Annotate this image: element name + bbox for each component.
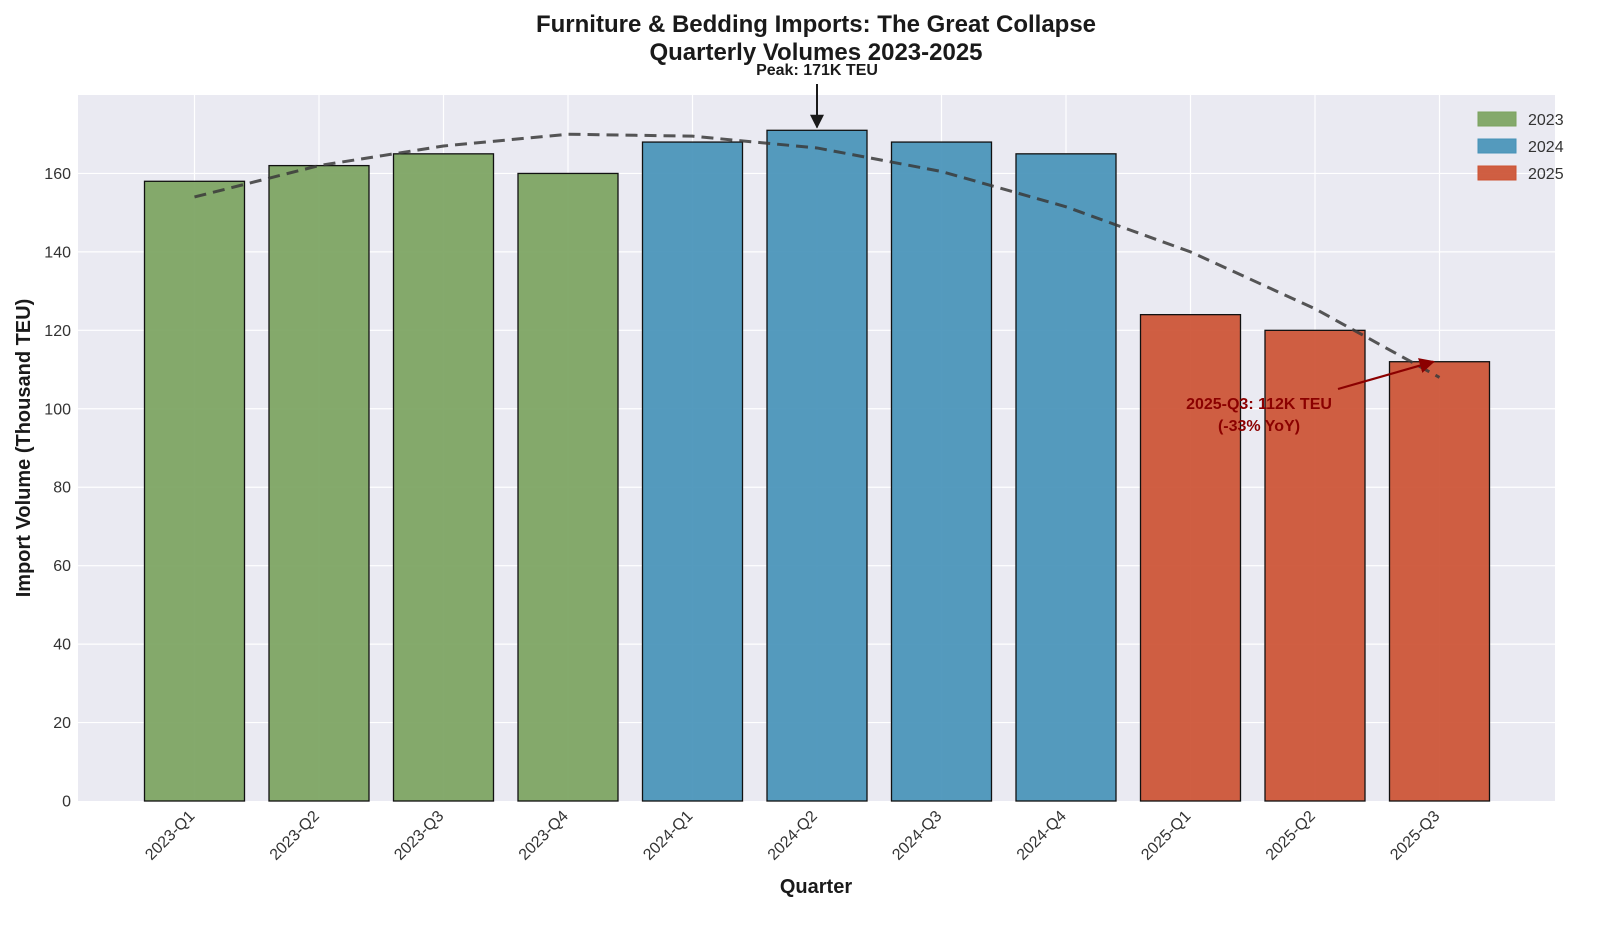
bars — [143, 129, 1491, 802]
legend-swatch-2025 — [1477, 165, 1517, 181]
bar-2023-Q2 — [268, 164, 370, 802]
y-tick-label: 0 — [62, 794, 71, 811]
bar-2025-Q2 — [1264, 329, 1366, 802]
bar-2024-Q1 — [641, 141, 744, 802]
x-tick-label: 2025-Q1 — [1138, 808, 1194, 864]
x-tick-label: 2023-Q3 — [391, 808, 447, 864]
bar-2023-Q1 — [143, 180, 246, 802]
y-tick-label: 60 — [53, 558, 71, 575]
bar-2024-Q3 — [890, 141, 993, 802]
latest-annotation-line2: (-33% YoY) — [1218, 418, 1300, 435]
y-tick-label: 140 — [44, 244, 71, 261]
trend-line — [194, 132, 1441, 379]
x-tick-label: 2024-Q1 — [640, 808, 696, 864]
y-tick-label: 80 — [53, 480, 71, 497]
peak-annotation-text: Peak: 171K TEU — [756, 62, 878, 79]
y-tick-label: 120 — [44, 323, 71, 340]
y-axis-label: Import Volume (Thousand TEU) — [13, 299, 35, 598]
x-axis-label: Quarter — [780, 876, 852, 898]
y-tick-label: 100 — [44, 401, 71, 418]
x-tick-label: 2023-Q4 — [516, 808, 572, 864]
bar-2024-Q2 — [766, 129, 868, 802]
chart-title-line2: Quarterly Volumes 2023-2025 — [649, 39, 982, 66]
chart-title-line1: Furniture & Bedding Imports: The Great C… — [536, 11, 1096, 38]
y-tick-label: 20 — [53, 715, 71, 732]
x-tick-label: 2025-Q3 — [1387, 808, 1443, 864]
latest-annotation-line1: 2025-Q3: 112K TEU — [1186, 396, 1332, 413]
y-tick-label: 40 — [53, 637, 71, 654]
x-tick-label: 2024-Q3 — [889, 808, 945, 864]
bar-2023-Q4 — [517, 172, 619, 802]
legend-label-2025: 2025 — [1528, 166, 1564, 183]
bar-2023-Q3 — [392, 153, 495, 802]
x-tick-label: 2023-Q2 — [267, 808, 323, 864]
x-tick-label: 2024-Q4 — [1014, 808, 1070, 864]
x-ticks: 2023-Q1 2023-Q2 2023-Q3 2023-Q4 2024-Q1 2024-… — [142, 808, 1443, 864]
legend-label-2024: 2024 — [1528, 139, 1564, 156]
bar-2025-Q1 — [1139, 313, 1242, 802]
x-tick-label: 2024-Q2 — [765, 808, 821, 864]
x-tick-label: 2023-Q1 — [142, 808, 198, 864]
bar-2024-Q4 — [1015, 153, 1117, 802]
legend-swatch-2024 — [1477, 138, 1517, 154]
legend-swatch-2023 — [1477, 111, 1517, 127]
x-tick-label: 2025-Q2 — [1263, 808, 1319, 864]
y-ticks: 0 20 40 60 80 100 120 140 160 — [44, 166, 71, 811]
annotations: Peak: 171K TEU 2025-Q3: 112K TEU (-33% YoY… — [756, 62, 1435, 435]
legend-label-2023: 2023 — [1528, 112, 1564, 129]
y-tick-label: 160 — [44, 166, 71, 183]
trend-line-group — [194, 132, 1441, 379]
bar-2025-Q3 — [1388, 361, 1491, 802]
legend: 2023 2024 2025 — [1477, 111, 1564, 183]
latest-annotation-arrow — [1337, 358, 1435, 391]
